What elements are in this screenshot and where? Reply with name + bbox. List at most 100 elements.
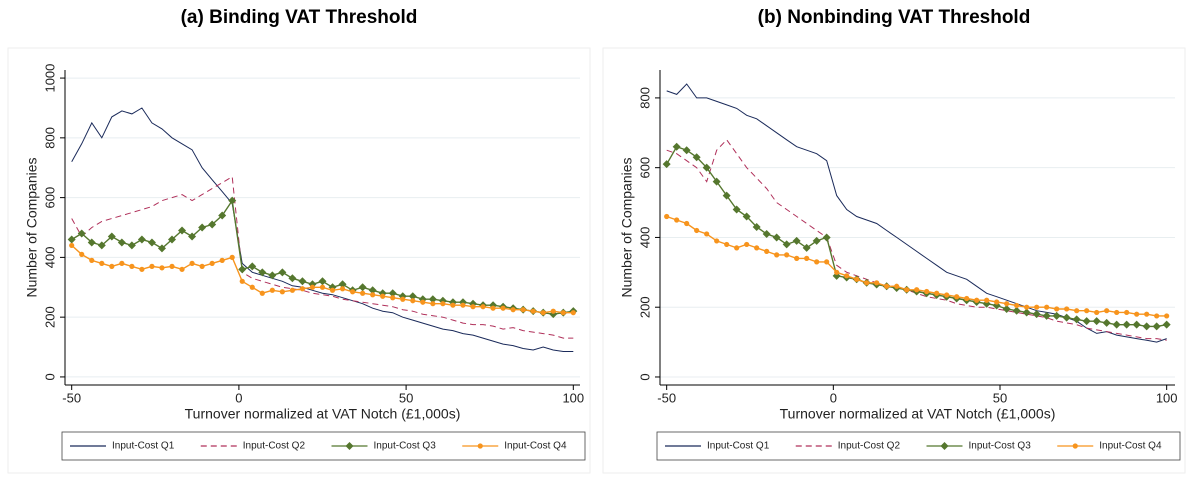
marker: [139, 266, 145, 272]
marker: [1094, 309, 1100, 316]
legend-marker: [940, 442, 949, 450]
marker: [774, 252, 780, 258]
marker: [278, 268, 287, 277]
marker: [319, 284, 326, 290]
marker: [339, 286, 346, 292]
marker: [1114, 309, 1120, 316]
marker: [159, 265, 165, 271]
marker: [1062, 313, 1071, 322]
marker: [772, 233, 781, 242]
marker: [238, 265, 247, 274]
marker: [430, 301, 436, 307]
legend-label: Input-Cost Q3: [374, 441, 437, 452]
marker: [1164, 313, 1170, 319]
marker: [834, 269, 840, 275]
marker: [229, 254, 235, 260]
y-tick-label: 800: [637, 87, 652, 109]
marker: [157, 244, 166, 253]
marker: [208, 220, 217, 229]
marker: [1154, 313, 1160, 319]
marker: [239, 278, 245, 284]
marker: [1012, 306, 1021, 315]
x-axis-title: Turnover normalized at VAT Notch (£1,000…: [780, 406, 1056, 422]
marker: [199, 263, 205, 269]
marker: [1104, 308, 1110, 314]
marker: [864, 280, 870, 286]
series-line: [666, 215, 1167, 317]
marker: [329, 287, 336, 293]
marker: [762, 229, 771, 238]
marker: [318, 277, 327, 286]
marker: [480, 304, 486, 310]
marker: [1014, 302, 1020, 309]
marker: [137, 235, 146, 244]
marker: [1022, 308, 1031, 317]
marker: [1152, 322, 1161, 331]
marker: [169, 263, 175, 269]
marker: [198, 223, 207, 232]
marker: [724, 241, 730, 248]
marker: [248, 262, 257, 271]
marker: [338, 280, 347, 289]
marker: [79, 251, 85, 257]
y-tick-label: 200: [637, 296, 652, 318]
marker: [179, 266, 185, 272]
marker: [540, 310, 546, 316]
marker: [662, 160, 671, 169]
marker: [1132, 320, 1141, 329]
marker: [1002, 304, 1011, 313]
marker: [550, 308, 556, 314]
marker: [289, 287, 296, 293]
legend-label: Input-Cost Q2: [243, 441, 306, 452]
x-tick-label: 0: [235, 390, 242, 405]
legend-marker: [477, 443, 483, 449]
marker: [77, 229, 86, 238]
marker: [1072, 315, 1081, 324]
marker: [450, 302, 456, 308]
marker: [884, 283, 890, 289]
marker: [1142, 322, 1151, 331]
marker: [107, 232, 116, 241]
marker: [269, 287, 275, 293]
x-tick-label: -50: [657, 390, 676, 405]
marker: [672, 142, 681, 151]
marker: [944, 292, 950, 298]
marker: [127, 241, 136, 250]
marker: [470, 304, 476, 310]
marker: [722, 191, 731, 200]
marker: [129, 263, 135, 269]
marker: [209, 260, 215, 266]
marker: [117, 238, 126, 247]
marker: [460, 302, 466, 308]
marker: [309, 284, 316, 290]
marker: [67, 235, 76, 244]
marker: [99, 260, 105, 266]
marker: [410, 298, 416, 304]
series-line: [666, 83, 1167, 343]
marker: [299, 286, 306, 292]
marker: [1122, 320, 1131, 329]
marker: [702, 163, 711, 172]
series-line: [71, 107, 574, 352]
marker: [1112, 320, 1121, 329]
marker: [408, 292, 417, 301]
marker: [904, 287, 910, 293]
marker: [974, 297, 980, 303]
marker: [119, 260, 125, 266]
legend-marker: [1072, 443, 1078, 449]
marker: [510, 307, 516, 313]
marker: [388, 289, 397, 298]
marker: [259, 290, 265, 296]
marker: [288, 274, 297, 283]
marker: [674, 217, 680, 223]
marker: [914, 287, 920, 293]
y-tick-label: 0: [42, 373, 57, 380]
marker: [258, 268, 267, 277]
marker: [368, 286, 377, 295]
marker: [682, 146, 691, 155]
x-axis-title: Turnover normalized at VAT Notch (£1,000…: [185, 406, 461, 422]
marker: [1024, 304, 1030, 310]
marker: [1144, 311, 1150, 317]
marker: [218, 211, 227, 220]
legend-label: Input-Cost Q2: [838, 441, 901, 452]
